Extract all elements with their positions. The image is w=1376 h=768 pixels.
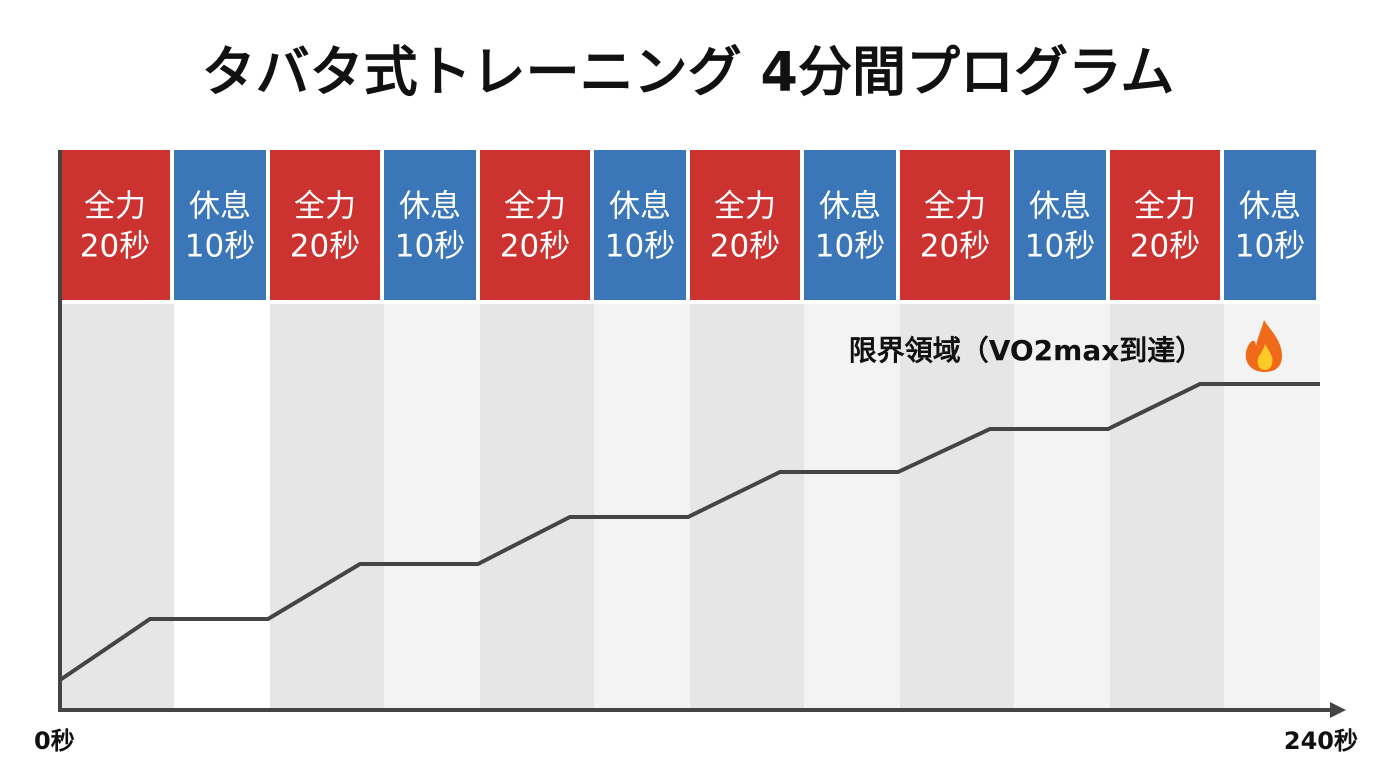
work-block	[900, 150, 1010, 300]
rest-block	[384, 150, 476, 300]
block-label: 全力	[924, 189, 986, 225]
fire-icon	[1245, 320, 1282, 372]
block-duration: 10秒	[605, 229, 675, 265]
block-label: 休息	[1239, 189, 1301, 225]
phase-column	[1110, 304, 1224, 710]
block-duration: 10秒	[185, 229, 255, 265]
rest-block	[1014, 150, 1106, 300]
block-duration: 10秒	[1235, 229, 1305, 265]
rest-block	[594, 150, 686, 300]
block-label: 休息	[609, 189, 671, 225]
phase-column	[174, 304, 270, 710]
block-duration: 20秒	[1130, 229, 1200, 265]
block-label: 全力	[1134, 189, 1196, 225]
axis-end-label: 240秒	[1284, 727, 1358, 755]
phase-column	[1224, 304, 1320, 710]
block-duration: 20秒	[80, 229, 150, 265]
phase-column	[594, 304, 690, 710]
block-label: 全力	[714, 189, 776, 225]
block-label: 全力	[294, 189, 356, 225]
block-label: 全力	[84, 189, 146, 225]
phase-column	[270, 304, 384, 710]
rest-block	[1224, 150, 1316, 300]
block-label: 休息	[1029, 189, 1091, 225]
work-block	[1110, 150, 1220, 300]
block-duration: 10秒	[395, 229, 465, 265]
work-block	[690, 150, 800, 300]
phase-column	[1014, 304, 1110, 710]
fire-icon-core	[1257, 344, 1273, 370]
block-label: 休息	[399, 189, 461, 225]
annotation: 限界領域（VO2max到達）	[849, 334, 1204, 367]
block-duration: 20秒	[500, 229, 570, 265]
phase-column	[480, 304, 594, 710]
work-block	[60, 150, 170, 300]
axis-arrow	[1330, 702, 1346, 718]
phase-column	[804, 304, 900, 710]
work-block	[270, 150, 380, 300]
phase-column	[384, 304, 480, 710]
block-duration: 10秒	[1025, 229, 1095, 265]
block-duration: 20秒	[920, 229, 990, 265]
block-label: 休息	[189, 189, 251, 225]
work-block	[480, 150, 590, 300]
block-label: 休息	[819, 189, 881, 225]
block-duration: 10秒	[815, 229, 885, 265]
block-label: 全力	[504, 189, 566, 225]
phase-column	[900, 304, 1014, 710]
rest-block	[804, 150, 896, 300]
rest-block	[174, 150, 266, 300]
intensity-line	[58, 382, 1320, 682]
phase-column	[60, 304, 174, 710]
block-duration: 20秒	[710, 229, 780, 265]
block-duration: 20秒	[290, 229, 360, 265]
title: タバタ式トレーニング 4分間プログラム	[202, 41, 1175, 104]
axis-start-label: 0秒	[34, 727, 75, 755]
